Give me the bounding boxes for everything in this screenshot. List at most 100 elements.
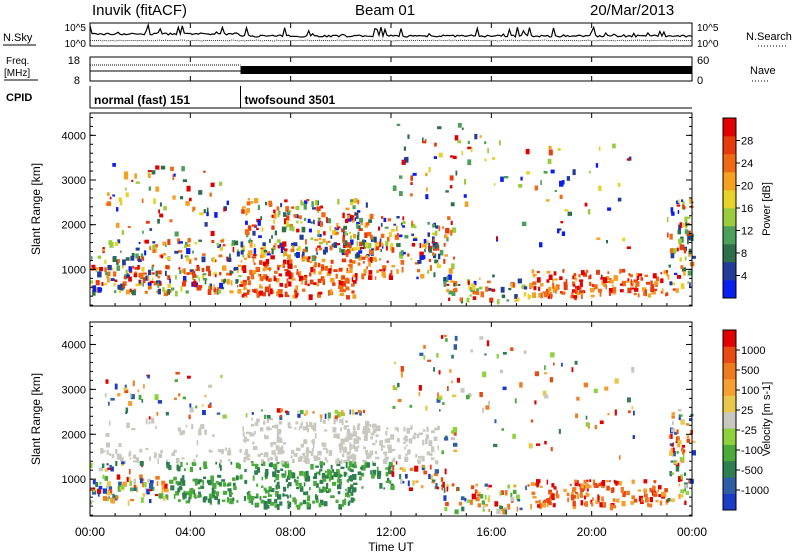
power-cell	[627, 278, 630, 281]
power-cell	[634, 287, 639, 292]
power-cell	[173, 173, 176, 177]
velocity-cell	[496, 353, 499, 359]
power-cell	[116, 265, 121, 271]
velocity-cell	[189, 488, 194, 494]
velocity-cell	[203, 466, 208, 469]
power-cell	[276, 239, 281, 243]
velocity-cell	[142, 494, 145, 498]
power-cell	[154, 244, 159, 248]
velocity-cell	[428, 473, 431, 480]
power-cell	[112, 194, 115, 197]
power-cell	[337, 226, 341, 229]
power-cell	[579, 282, 583, 288]
power-cell	[263, 250, 268, 253]
power-cell	[641, 287, 647, 292]
velocity-cell	[644, 491, 646, 498]
power-cell	[109, 196, 112, 200]
power-cell	[321, 258, 326, 263]
velocity-cell	[443, 495, 447, 501]
power-cell	[605, 276, 610, 281]
power-cell	[660, 278, 664, 284]
velocity-cell	[157, 458, 159, 465]
power-cell	[212, 257, 215, 263]
velocity-cell	[224, 447, 227, 451]
velocity-cell	[536, 481, 539, 488]
power-cell	[243, 292, 248, 297]
velocity-cell	[288, 482, 292, 487]
velocity-cell	[214, 495, 218, 500]
velocity-cell	[431, 430, 435, 434]
velocity-cell	[340, 438, 345, 445]
power-cell	[237, 264, 242, 268]
velocity-cell	[400, 478, 403, 484]
velocity-cell	[558, 429, 561, 434]
power-cell	[352, 205, 356, 210]
power-cell	[392, 185, 397, 191]
power-cell	[635, 281, 640, 287]
power-cell	[381, 244, 384, 249]
power-cell	[209, 192, 212, 197]
power-cell	[166, 256, 171, 260]
velocity-cell	[354, 446, 359, 452]
power-cell	[605, 284, 607, 290]
power-cell	[297, 245, 301, 251]
velocity-cell	[320, 499, 324, 506]
power-cell	[112, 163, 116, 167]
velocity-cell	[229, 492, 234, 495]
velocity-cell	[364, 450, 369, 455]
velocity-cell	[385, 467, 389, 470]
velocity-cell	[243, 439, 247, 442]
velocity-cell	[530, 419, 534, 423]
power-cell	[451, 227, 457, 233]
velocity-cell	[333, 472, 338, 478]
power-cell	[257, 204, 260, 210]
power-cell	[117, 259, 120, 264]
power-cell	[467, 140, 470, 145]
power-cell	[677, 210, 680, 214]
power-cell	[183, 268, 186, 275]
power-cell	[637, 293, 640, 298]
power-cell	[397, 232, 399, 236]
power-cell	[527, 295, 532, 299]
velocity-cell	[421, 455, 425, 462]
power-cell	[447, 274, 452, 280]
power-cell	[619, 268, 622, 274]
velocity-cell	[661, 491, 666, 497]
velocity-cell	[606, 479, 608, 483]
velocity-cell	[127, 500, 130, 506]
velocity-cell	[551, 493, 554, 499]
velocity-cell	[259, 452, 263, 455]
power-cell	[467, 159, 472, 166]
velocity-cell	[337, 484, 342, 490]
velocity-cell	[633, 410, 635, 416]
velocity-cell	[246, 492, 249, 495]
power-cell	[356, 221, 360, 224]
velocity-cell	[191, 423, 194, 430]
velocity-cell	[173, 449, 177, 453]
velocity-cell	[467, 499, 471, 503]
velocity-cell	[608, 480, 611, 483]
velocity-cell	[653, 492, 658, 497]
velocity-cell	[351, 463, 356, 468]
velocity-cell	[315, 465, 319, 468]
power-cell	[534, 185, 539, 191]
power-ytick-label-2: 2000	[62, 220, 86, 232]
power-cell	[307, 218, 311, 223]
velocity-cell	[680, 494, 684, 498]
velocity-cell	[353, 427, 356, 434]
power-cell	[242, 269, 247, 273]
power-cell	[598, 146, 601, 151]
velocity-cell	[309, 487, 311, 491]
power-cell	[484, 158, 487, 162]
velocity-cell	[406, 427, 411, 434]
power-cell	[536, 277, 541, 283]
power-cell	[107, 192, 110, 196]
power-cell	[290, 223, 293, 228]
velocity-ytick-label-0: 4000	[62, 339, 86, 351]
power-cell	[529, 286, 532, 290]
velocity-cell	[585, 422, 590, 427]
velocity-cell	[264, 435, 269, 440]
velocity-cell	[276, 474, 280, 478]
power-cell	[443, 234, 448, 239]
